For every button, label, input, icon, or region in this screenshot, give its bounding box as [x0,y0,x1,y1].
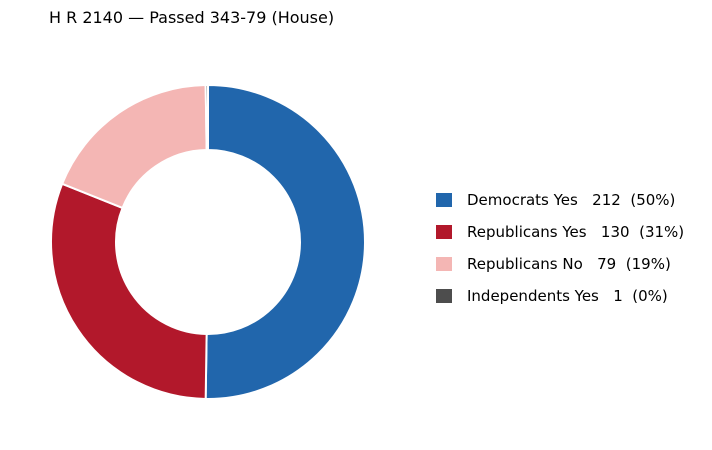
legend-swatch [436,257,452,271]
legend-item-democrats-yes: Democrats Yes 212 (50%) [436,184,684,216]
legend-item-independents-yes: Independents Yes 1 (0%) [436,280,684,312]
legend: Democrats Yes 212 (50%) Republicans Yes … [436,184,684,312]
legend-label: Republicans No 79 (19%) [467,255,671,273]
legend-swatch [436,289,452,303]
donut-slice-republicans-yes [50,182,208,400]
legend-swatch [436,193,452,207]
legend-label: Independents Yes 1 (0%) [467,287,668,305]
donut-slice-democrats-yes [204,83,366,400]
legend-item-republicans-yes: Republicans Yes 130 (31%) [436,216,684,248]
legend-label: Republicans Yes 130 (31%) [467,223,685,241]
legend-label: Democrats Yes 212 (50%) [467,191,676,209]
legend-item-republicans-no: Republicans No 79 (19%) [436,248,684,280]
legend-swatch [436,225,452,239]
donut-slice-republicans-no [60,84,208,210]
donut-slice-independents-yes [204,83,209,152]
donut-chart [50,83,366,400]
chart-title: H R 2140 — Passed 343-79 (House) [49,8,335,27]
